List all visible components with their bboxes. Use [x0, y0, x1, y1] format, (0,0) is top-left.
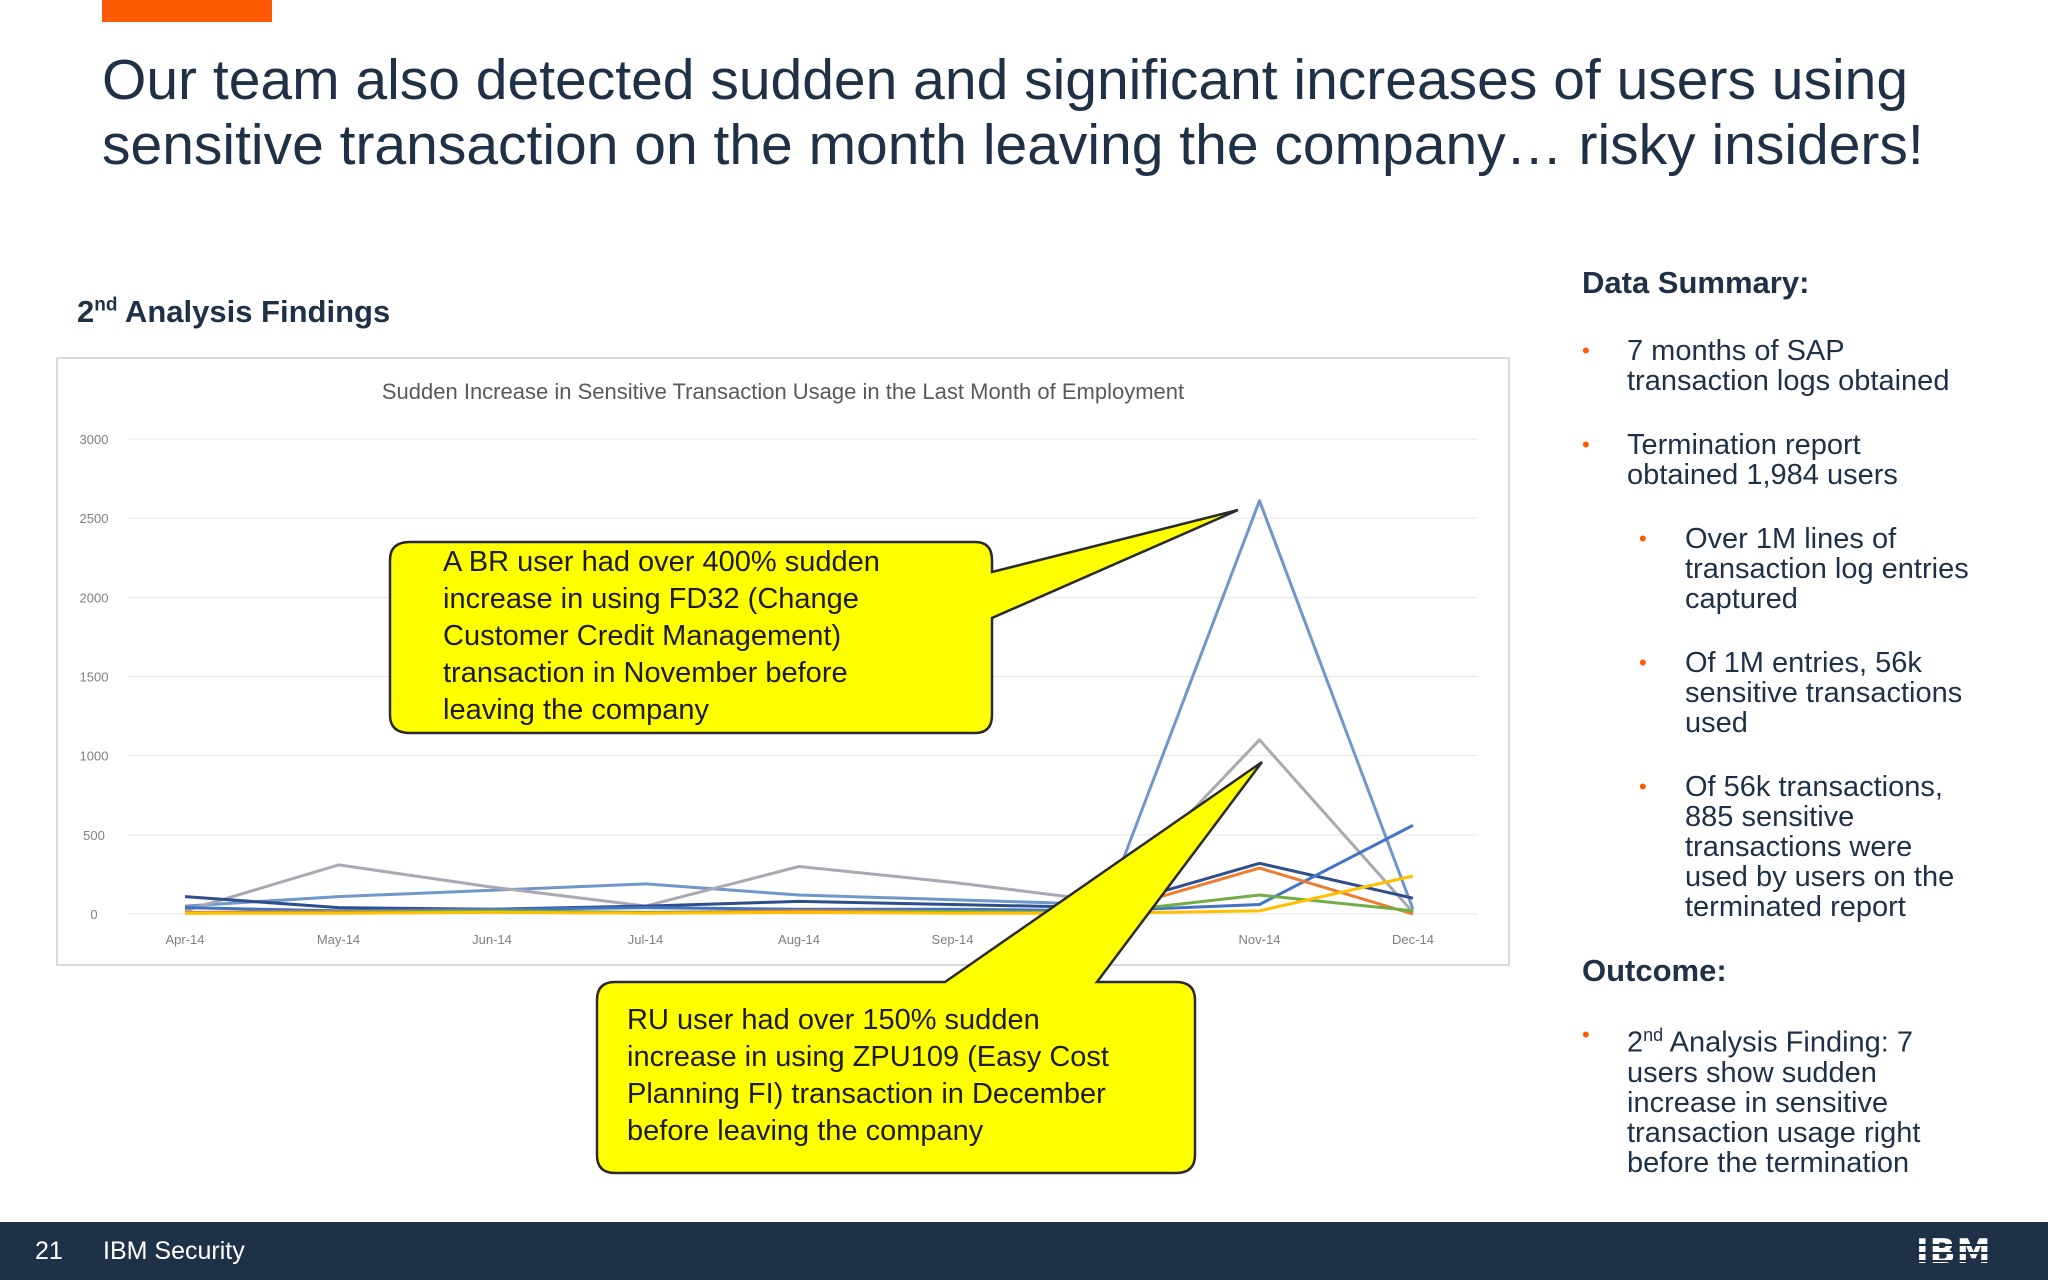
- x-tick-label: May-14: [317, 932, 360, 947]
- callout-ru-user-text: RU user had over 150% sudden increase in…: [627, 1004, 1109, 1147]
- y-tick-label: 1500: [80, 670, 109, 685]
- outcome-bullet: • 2nd Analysis Finding: 7 users show sud…: [1582, 1020, 2022, 1178]
- summary-bullet-text: Termination report obtained 1,984 users: [1627, 429, 1898, 491]
- footer-bar: 21 IBM Security IBM: [0, 1222, 2048, 1280]
- x-tick-label: Sep-14: [932, 932, 974, 947]
- section-heading-text: Analysis Findings: [117, 294, 391, 329]
- title-line-1: Our team also detected sudden and signif…: [102, 48, 1909, 112]
- x-tick-label: Apr-14: [165, 932, 204, 947]
- bullet-icon: •: [1639, 526, 1647, 551]
- y-tick-label: 3000: [80, 432, 109, 447]
- summary-sub-bullet: • Over 1M lines of transaction log entri…: [1639, 524, 2039, 614]
- summary-bullet-text: 7 months of SAP transaction logs obtaine…: [1627, 335, 1950, 397]
- bullet-icon: •: [1582, 432, 1590, 457]
- title-line-2: sensitive transaction on the month leavi…: [102, 113, 1924, 177]
- summary-bullet: • Termination report obtained 1,984 user…: [1582, 430, 2012, 490]
- summary-sub-bullet-text: Of 1M entries, 56k sensitive transaction…: [1685, 647, 1963, 739]
- ibm-logo: IBM: [1916, 1232, 1992, 1272]
- line-chart: Sudden Increase in Sensitive Transaction…: [80, 379, 1478, 947]
- bullet-icon: •: [1582, 1022, 1590, 1047]
- x-tick-label: Nov-14: [1239, 932, 1281, 947]
- callout-br-user-text: A BR user had over 400% sudden increase …: [443, 546, 880, 726]
- chart-title: Sudden Increase in Sensitive Transaction…: [382, 379, 1184, 404]
- x-tick-label: Jul-14: [628, 932, 663, 947]
- page-number: 21: [35, 1237, 63, 1265]
- section-heading: 2nd Analysis Findings: [77, 294, 390, 330]
- section-heading-ordinal: nd: [94, 294, 118, 316]
- summary-sub-bullet-text: Over 1M lines of transaction log entries…: [1685, 523, 1969, 615]
- summary-sub-bullet: • Of 1M entries, 56k sensitive transacti…: [1639, 648, 2039, 738]
- data-summary-panel: Data Summary: • 7 months of SAP transact…: [1582, 265, 2022, 1178]
- bullet-icon: •: [1639, 650, 1647, 675]
- outcome-bullet-text: 2nd Analysis Finding: 7 users show sudde…: [1627, 1020, 2022, 1178]
- y-tick-label: 0: [90, 907, 97, 922]
- y-tick-label: 2500: [80, 511, 109, 526]
- y-tick-label: 500: [83, 828, 105, 843]
- outcome-heading: Outcome:: [1582, 953, 1727, 988]
- y-tick-label: 2000: [80, 590, 109, 605]
- bullet-icon: •: [1639, 774, 1647, 799]
- data-summary-heading: Data Summary:: [1582, 265, 1810, 300]
- footer-brand: IBM Security: [103, 1237, 245, 1265]
- outcome-text: Analysis Finding: 7 users show sudden in…: [1627, 1026, 1921, 1179]
- summary-bullet: • 7 months of SAP transaction logs obtai…: [1582, 336, 2012, 396]
- summary-sub-bullet: • Of 56k transactions, 885 sensitive tra…: [1639, 772, 2039, 922]
- x-tick-label: Oct-14: [1086, 932, 1125, 947]
- series-line-2: [184, 738, 1415, 914]
- section-heading-number: 2: [77, 294, 95, 329]
- x-tick-label: Jun-14: [472, 932, 512, 947]
- accent-bar: [102, 0, 272, 22]
- x-tick-label: Aug-14: [778, 932, 820, 947]
- x-tick-label: Dec-14: [1392, 932, 1434, 947]
- summary-sub-bullet-text: Of 56k transactions, 885 sensitive trans…: [1685, 771, 1955, 923]
- outcome-number: 2: [1627, 1026, 1644, 1059]
- y-tick-label: 1000: [80, 749, 109, 764]
- outcome-ordinal: nd: [1643, 1025, 1664, 1045]
- bullet-icon: •: [1582, 338, 1590, 363]
- slide-title: Our team also detected sudden and signif…: [102, 48, 2002, 178]
